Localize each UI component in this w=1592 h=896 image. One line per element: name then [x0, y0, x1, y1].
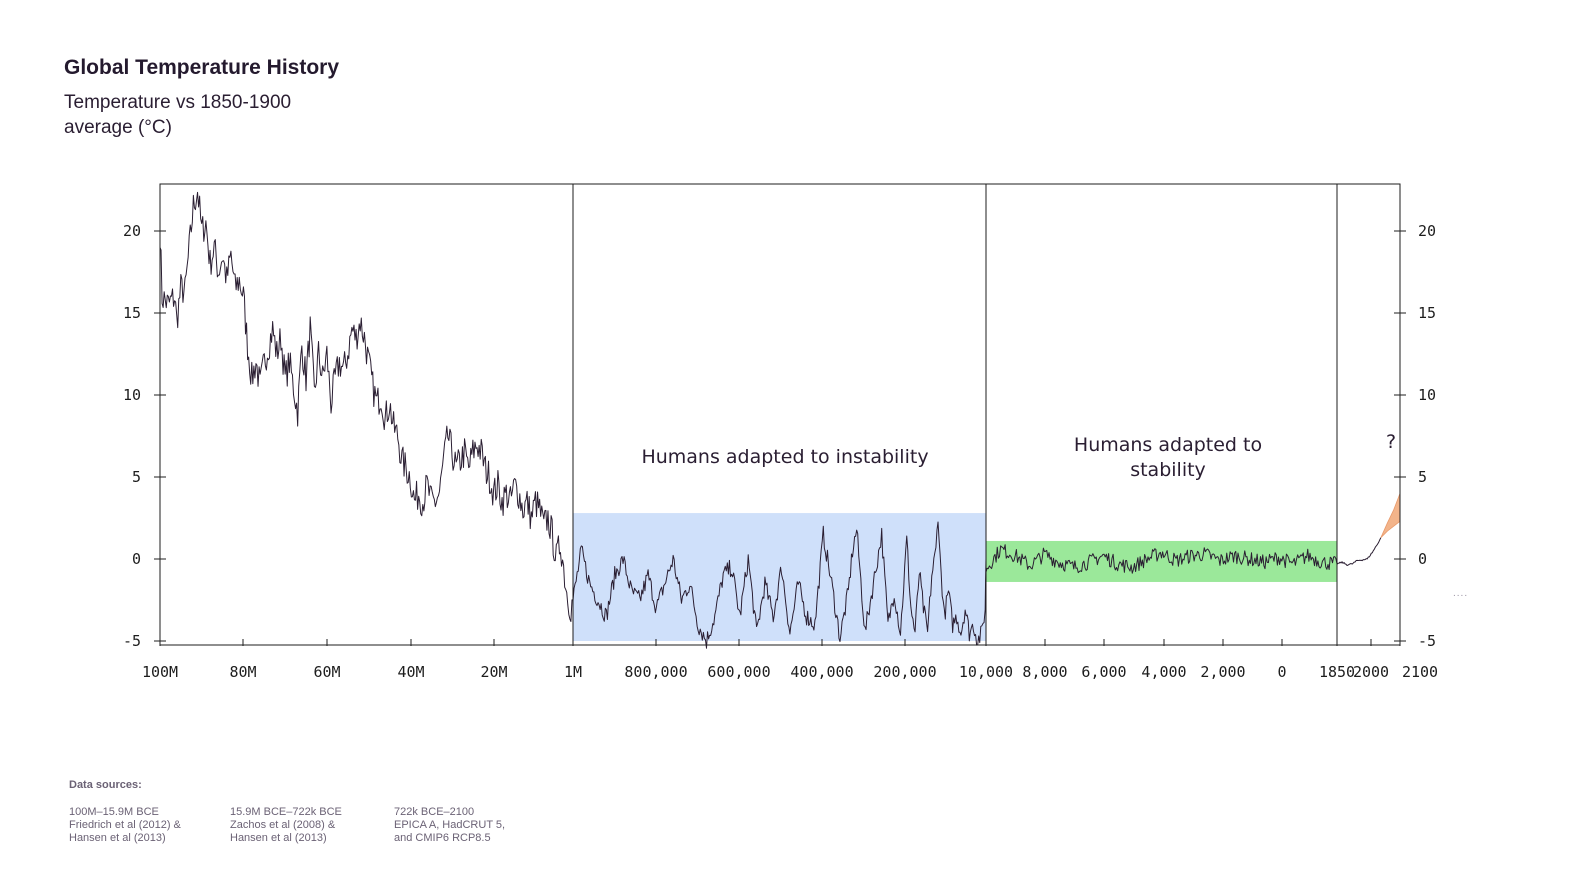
x-tick-label: 4,000 [1141, 663, 1186, 681]
series-line [1336, 537, 1382, 566]
y-tick-label: -5 [1418, 632, 1436, 650]
x-tick-label: 800,000 [624, 663, 687, 681]
y-tick-label: -5 [123, 632, 141, 650]
y-tick-label: 0 [132, 550, 141, 568]
chart-title: Global Temperature History [64, 56, 340, 79]
source-column: 722k BCE–2100 EPICA A, HadCRUT 5, and CM… [394, 806, 506, 844]
x-tick-label: 600,000 [707, 663, 770, 681]
y-tick-label: 5 [1418, 468, 1427, 486]
y-tick-label: 20 [123, 222, 141, 240]
y-tick-label: 5 [132, 468, 141, 486]
y-tick-label: 15 [1418, 304, 1436, 322]
overflow-marker: .... [1453, 588, 1469, 599]
plot-frame [159, 183, 1401, 646]
y-tick-label: 15 [123, 304, 141, 322]
x-tick-label: 100M [142, 663, 178, 681]
line-layer [159, 191, 1382, 649]
series-line [159, 191, 574, 623]
chart-subtitle: Temperature vs 1850-1900 average (°C) [64, 92, 292, 138]
x-tick-label: 2000 [1353, 663, 1389, 681]
series-line [985, 544, 1338, 574]
axis-layer: -5 -5 0 0 5 5 10 10 15 15 20 20 100M 80M 60M 40M 20M 1M 80… [123, 183, 1438, 681]
annotation-instability: Humans adapted to instability [641, 446, 928, 468]
x-tick-label: 80M [229, 663, 256, 681]
data-sources: Data sources: 100M–15.9M BCE Friedrich e… [69, 779, 505, 844]
x-tick-label: 60M [313, 663, 340, 681]
x-tick-label: 1M [564, 663, 582, 681]
x-tick-label: 200,000 [873, 663, 936, 681]
y-tick-label: 0 [1418, 550, 1427, 568]
projection-range [1380, 493, 1401, 538]
x-tick-label: 20M [480, 663, 507, 681]
x-tick-label: 2100 [1402, 663, 1438, 681]
series-line [572, 521, 987, 649]
y-tick-label: 20 [1418, 222, 1436, 240]
source-column: 100M–15.9M BCE Friedrich et al (2012) & … [69, 806, 181, 844]
annotation-stability: Humans adapted to stability [1074, 434, 1262, 481]
x-tick-label: 0 [1277, 663, 1286, 681]
band-stability [986, 540, 1337, 582]
y-tick-label: 10 [1418, 386, 1436, 404]
x-tick-label: 6,000 [1081, 663, 1126, 681]
x-tick-label: 8,000 [1022, 663, 1067, 681]
x-tick-label: 10,000 [959, 663, 1013, 681]
x-tick-label: 40M [397, 663, 424, 681]
annotation-unknown: ? [1386, 431, 1396, 453]
x-tick-label: 2,000 [1200, 663, 1245, 681]
x-tick-label: 400,000 [790, 663, 853, 681]
x-tick-label: 1850 [1319, 663, 1355, 681]
sources-heading: Data sources: [69, 779, 142, 791]
annotation-layer: Humans adapted to instability Humans adap… [641, 431, 1396, 481]
y-tick-label: 10 [123, 386, 141, 404]
source-column: 15.9M BCE–722k BCE Zachos et al (2008) &… [230, 806, 342, 844]
